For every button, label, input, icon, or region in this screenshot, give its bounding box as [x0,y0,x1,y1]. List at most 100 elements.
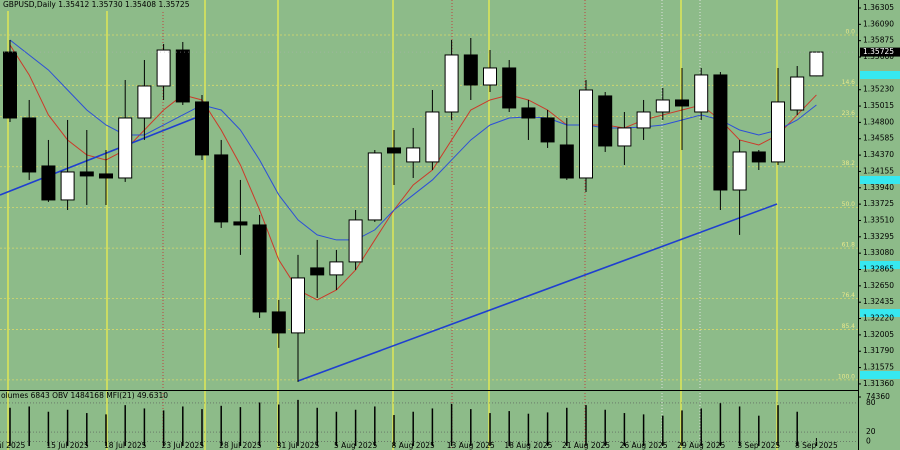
candle-body [387,147,401,154]
fib-label: 100.0 [838,373,855,380]
header-bg [0,0,190,11]
y-tick-label: 1.31790 [863,346,894,355]
y-tick-label: 1.36305 [863,3,894,12]
candle-body [291,277,305,334]
x-tick-label: 8 Sep 2025 [795,441,838,450]
y-tick-label: 1.32865 [863,265,894,274]
candle-body [156,49,171,87]
candle-body [559,144,574,179]
x-tick-label: 29 Aug 2025 [677,441,725,450]
trend-line [297,203,778,382]
mfi-tick-label: 80 [866,398,876,407]
x-tick-label: 18 Jul 2025 [104,441,147,450]
fib-label: 23.6 [842,110,856,117]
level-boxes [860,71,900,379]
candle-body [310,267,325,276]
mfi-tick-label: 0 [866,437,871,446]
candle-body [99,173,113,179]
candle-body [771,101,785,163]
candle-body [502,67,517,109]
candle-body [732,151,747,191]
y-tick-label: 1.33080 [863,248,894,257]
candle-body [233,221,248,226]
mfi-tick-label: 20 [866,427,876,436]
candle-body [3,51,17,119]
candle-body [540,117,555,143]
fib-label: 14.6 [842,79,856,86]
candle-body [79,171,94,177]
candle-body [195,101,209,156]
candle-body [617,127,632,147]
x-tick-label: 28 Jul 2025 [219,441,262,450]
candle-body [118,117,133,179]
candle-body [713,74,728,191]
x-tick-label: 21 Aug 2025 [562,441,610,450]
y-tick-label: 1.35015 [863,101,894,110]
trend-line [0,117,196,196]
y-tick-label: 1.36090 [863,19,894,28]
candle-body [521,107,536,119]
fib-label: 85.4 [842,323,856,330]
fib-label: 76.4 [842,292,856,299]
fib-label: 61.8 [842,242,856,249]
x-tick-label: 23 Jul 2025 [162,441,205,450]
candle-body [694,74,709,113]
candle-body [598,95,613,147]
volume-tick-label: 74360 [866,392,890,401]
y-tick-label: 1.33295 [863,232,894,241]
candle-body [271,311,286,334]
y-tick-label: 1.33725 [863,199,894,208]
y-tick-label: 1.35230 [863,85,894,94]
x-tick-label: 5 Aug 2025 [334,441,377,450]
candle-body [367,152,382,221]
candle-body [22,117,37,173]
indicator-title: olumes 6843 OBV 1484168 MFI(21) 49.6310 [1,391,168,400]
fib-label: 38.2 [842,160,856,167]
y-tick-label: 1.34370 [863,150,894,159]
candle-body [809,51,824,77]
y-tick-label: 1.31360 [863,379,894,388]
fib-label: 50.0 [842,201,856,208]
y-tick-label: 1.35875 [863,36,894,45]
candle-body [790,76,805,111]
fib-label: 0.0 [845,28,855,35]
candle-body [579,89,593,179]
candle-body [175,49,190,103]
candle-body [463,54,478,86]
y-tick-label: 1.32435 [863,297,894,306]
y-tick-label: 1.33510 [863,215,894,224]
x-tick-label: 13 Aug 2025 [447,441,495,450]
x-tick-label: 26 Aug 2025 [620,441,668,450]
price-axis: 1.363051.360901.358751.356601.352301.350… [858,3,894,388]
y-tick-label: 1.32220 [863,314,894,323]
y-tick-label: 1.32650 [863,281,894,290]
y-tick-label: 1.31575 [863,363,894,372]
chart-title: GBPUSD,Daily 1.35412 1.35730 1.35408 1.3… [3,0,190,9]
candles [3,38,824,382]
price-box [860,47,900,57]
y-tick-label: 1.34800 [863,117,894,126]
candle-body [425,111,440,163]
candle-body [214,154,229,223]
y-tick-label: 1.32005 [863,330,894,339]
candle-body [41,165,56,201]
candle-body [329,261,344,276]
candle-body [751,151,766,163]
candle-body [636,111,651,129]
x-tick-label: 15 Jul 2025 [46,441,89,450]
y-tick-label: 1.34585 [863,134,894,143]
x-tick-label: 18 Aug 2025 [504,441,552,450]
candle-body [406,147,421,163]
candle-body [137,85,152,119]
candle-body [60,171,75,201]
candle-body [655,99,670,113]
candle-body [348,219,363,263]
y-tick-label: 1.34155 [863,166,894,175]
candle-body [252,224,267,313]
current-price: 1.35725 [863,47,894,56]
x-tick-label: 8 Aug 2025 [392,441,435,450]
x-tick-label: Jul 2025 [0,441,25,450]
y-tick-label: 1.33940 [863,183,894,192]
